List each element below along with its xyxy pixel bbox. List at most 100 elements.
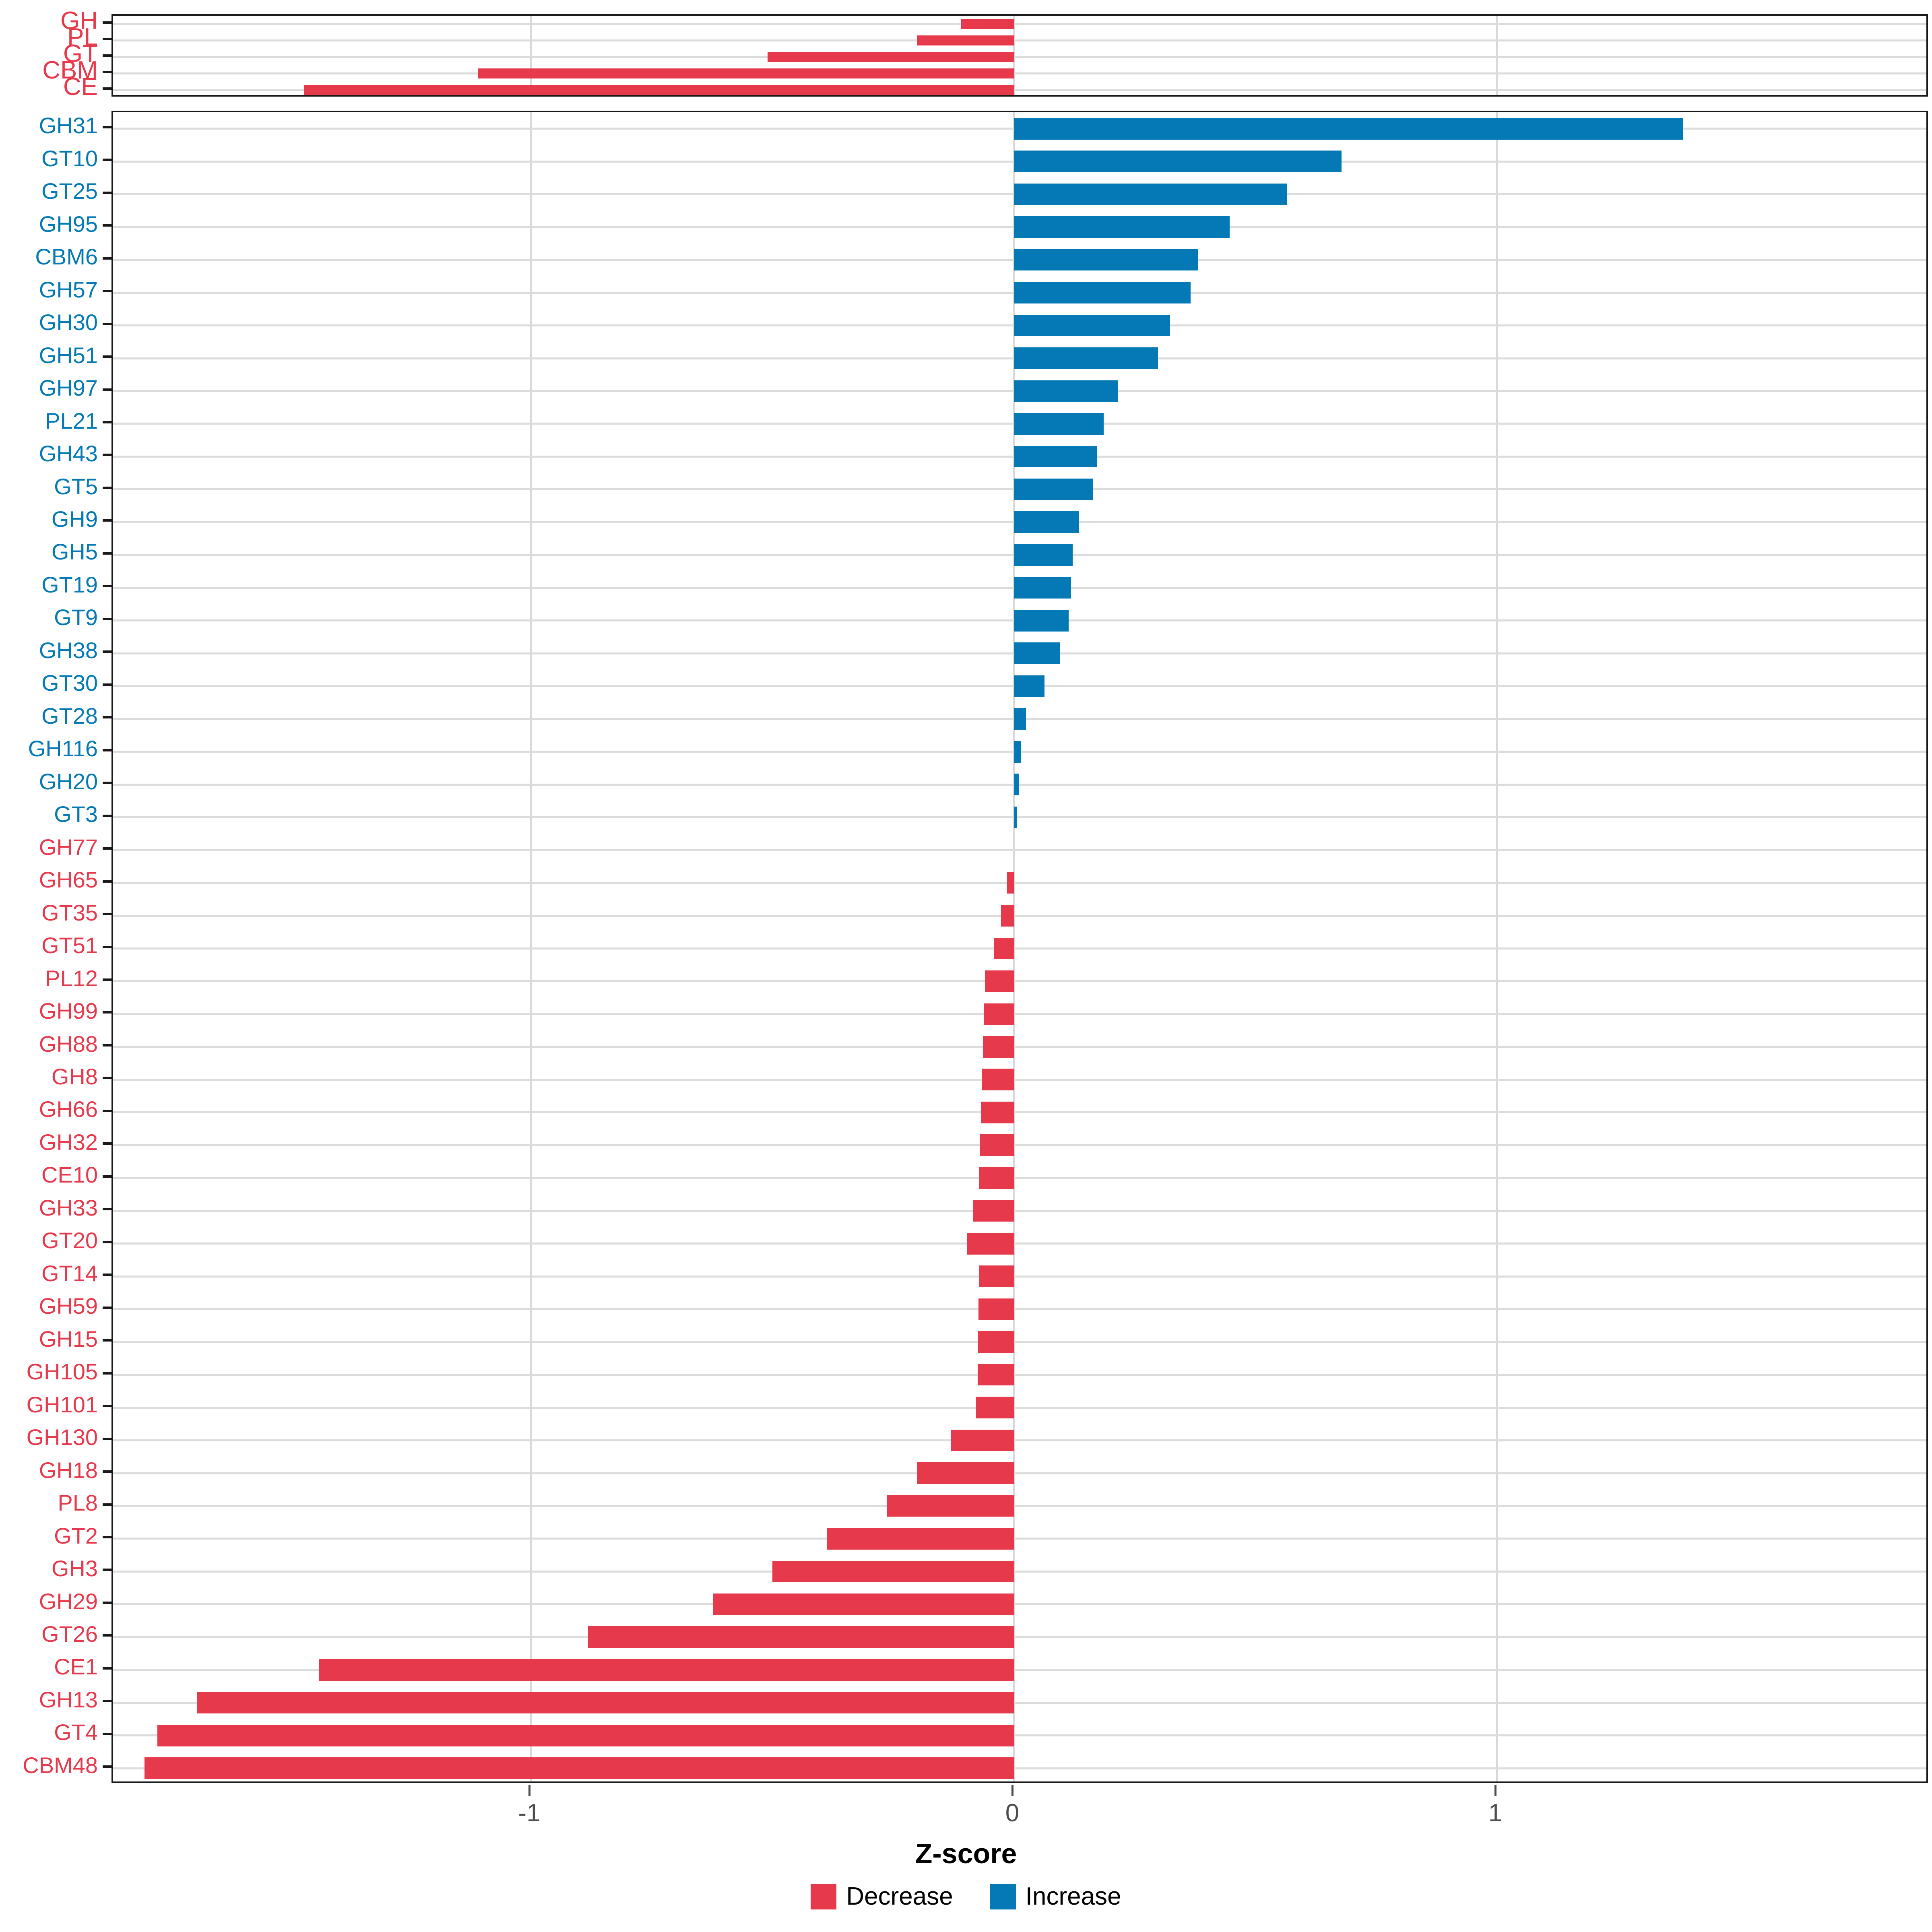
bar xyxy=(1014,609,1069,632)
y-axis-tick-label: GT20 xyxy=(41,1228,98,1253)
bar xyxy=(1014,479,1093,500)
horizontal-gridline xyxy=(113,1636,1926,1638)
y-axis-tick-label: GH8 xyxy=(51,1064,98,1090)
y-axis-tick-label: GH77 xyxy=(39,834,98,860)
horizontal-gridline xyxy=(113,1439,1926,1442)
y-axis-tick-label: GH20 xyxy=(39,768,98,794)
y-axis-tick-label: GT2 xyxy=(54,1523,98,1548)
bar xyxy=(304,85,1014,95)
y-axis-tick-label: GT4 xyxy=(54,1719,98,1745)
bar xyxy=(772,1560,1014,1583)
bar xyxy=(827,1528,1014,1550)
y-axis-tick-label: GH18 xyxy=(39,1457,98,1483)
bar xyxy=(157,1724,1014,1746)
bar xyxy=(978,1364,1014,1386)
legend-label: Increase xyxy=(1025,1882,1121,1910)
horizontal-gridline xyxy=(113,849,1926,851)
y-axis-tick xyxy=(103,1339,111,1342)
bar xyxy=(982,1069,1014,1091)
x-axis-tick xyxy=(528,1785,530,1796)
horizontal-gridline xyxy=(113,1046,1926,1048)
horizontal-gridline xyxy=(113,1570,1926,1573)
bar xyxy=(1014,577,1071,599)
horizontal-gridline xyxy=(113,1701,1926,1704)
y-axis-tick-label: GH32 xyxy=(39,1129,98,1155)
y-axis-tick-label: CE1 xyxy=(54,1654,98,1680)
y-axis-tick-label: GH130 xyxy=(26,1424,98,1450)
horizontal-gridline xyxy=(113,1243,1926,1245)
y-axis-tick xyxy=(103,322,111,325)
legend-item: Decrease xyxy=(811,1884,953,1909)
y-axis-tick xyxy=(103,1011,111,1014)
x-axis-tick-label: -1 xyxy=(518,1799,541,1827)
x-axis-tick xyxy=(1494,1785,1496,1796)
y-axis-tick xyxy=(103,1372,111,1375)
cazyme-class-panel xyxy=(111,14,1928,97)
bar xyxy=(1014,118,1684,140)
y-axis-tick xyxy=(103,1667,111,1670)
legend-swatch xyxy=(990,1884,1016,1909)
bar xyxy=(1014,446,1097,468)
bar xyxy=(196,1692,1014,1714)
vertical-gridline xyxy=(1496,16,1498,95)
bar xyxy=(983,1036,1014,1058)
y-axis-tick-label: GH66 xyxy=(39,1096,98,1122)
bar xyxy=(967,1232,1014,1255)
y-axis-tick xyxy=(103,1175,111,1178)
y-axis-tick xyxy=(103,945,111,948)
y-axis-tick xyxy=(103,1044,111,1046)
y-axis-tick xyxy=(103,552,111,555)
y-axis-tick xyxy=(103,70,111,73)
y-axis-tick xyxy=(103,617,111,620)
y-axis-tick-label: GH65 xyxy=(39,867,98,893)
horizontal-gridline xyxy=(113,947,1926,949)
y-axis-tick-label: GT10 xyxy=(41,145,98,171)
horizontal-gridline xyxy=(113,980,1926,983)
y-axis-tick xyxy=(103,126,111,128)
y-axis-tick-label: GT35 xyxy=(41,900,98,925)
y-axis-tick xyxy=(103,1732,111,1735)
legend-item: Increase xyxy=(990,1884,1121,1909)
y-axis-tick-label: GH13 xyxy=(39,1686,98,1712)
y-axis-tick xyxy=(103,585,111,588)
horizontal-gridline xyxy=(113,882,1926,884)
bar xyxy=(1007,872,1014,894)
bar xyxy=(917,35,1014,46)
vertical-gridline xyxy=(530,112,532,1781)
horizontal-gridline xyxy=(113,23,1926,25)
y-axis-tick xyxy=(103,421,111,423)
y-axis-tick-label: CBM xyxy=(42,56,98,84)
horizontal-gridline xyxy=(113,72,1926,74)
y-axis-tick-label: GH101 xyxy=(26,1391,98,1417)
y-axis-tick xyxy=(103,257,111,260)
y-axis-tick xyxy=(103,1536,111,1538)
horizontal-gridline xyxy=(113,783,1926,786)
y-axis-tick-label: GH97 xyxy=(39,375,98,401)
y-axis-tick-label: GT14 xyxy=(41,1260,98,1286)
legend: Decrease Increase xyxy=(0,1884,1932,1909)
horizontal-gridline xyxy=(113,1538,1926,1540)
y-axis-tick xyxy=(103,21,111,24)
bar xyxy=(1014,314,1170,336)
bar xyxy=(144,1757,1014,1779)
bar xyxy=(1014,183,1287,205)
y-axis-tick-label: GH33 xyxy=(39,1195,98,1220)
y-axis-tick-label: GT30 xyxy=(41,670,98,696)
y-axis-tick xyxy=(103,388,111,391)
y-axis-tick xyxy=(103,37,111,40)
y-axis-tick xyxy=(103,1700,111,1703)
y-axis-tick-label: GH88 xyxy=(39,1031,98,1057)
horizontal-gridline xyxy=(113,56,1926,58)
y-axis-tick xyxy=(103,913,111,916)
y-axis-tick-label: GH29 xyxy=(39,1588,98,1614)
horizontal-gridline xyxy=(113,1144,1926,1146)
horizontal-gridline xyxy=(113,1669,1926,1671)
bar xyxy=(478,68,1014,79)
y-axis-tick xyxy=(103,1274,111,1276)
y-axis-tick xyxy=(103,519,111,522)
y-axis-tick xyxy=(103,1241,111,1243)
y-axis-tick xyxy=(103,355,111,358)
bar xyxy=(981,1101,1014,1123)
y-axis-tick xyxy=(103,1765,111,1768)
y-axis-tick-label: GH116 xyxy=(28,736,98,762)
